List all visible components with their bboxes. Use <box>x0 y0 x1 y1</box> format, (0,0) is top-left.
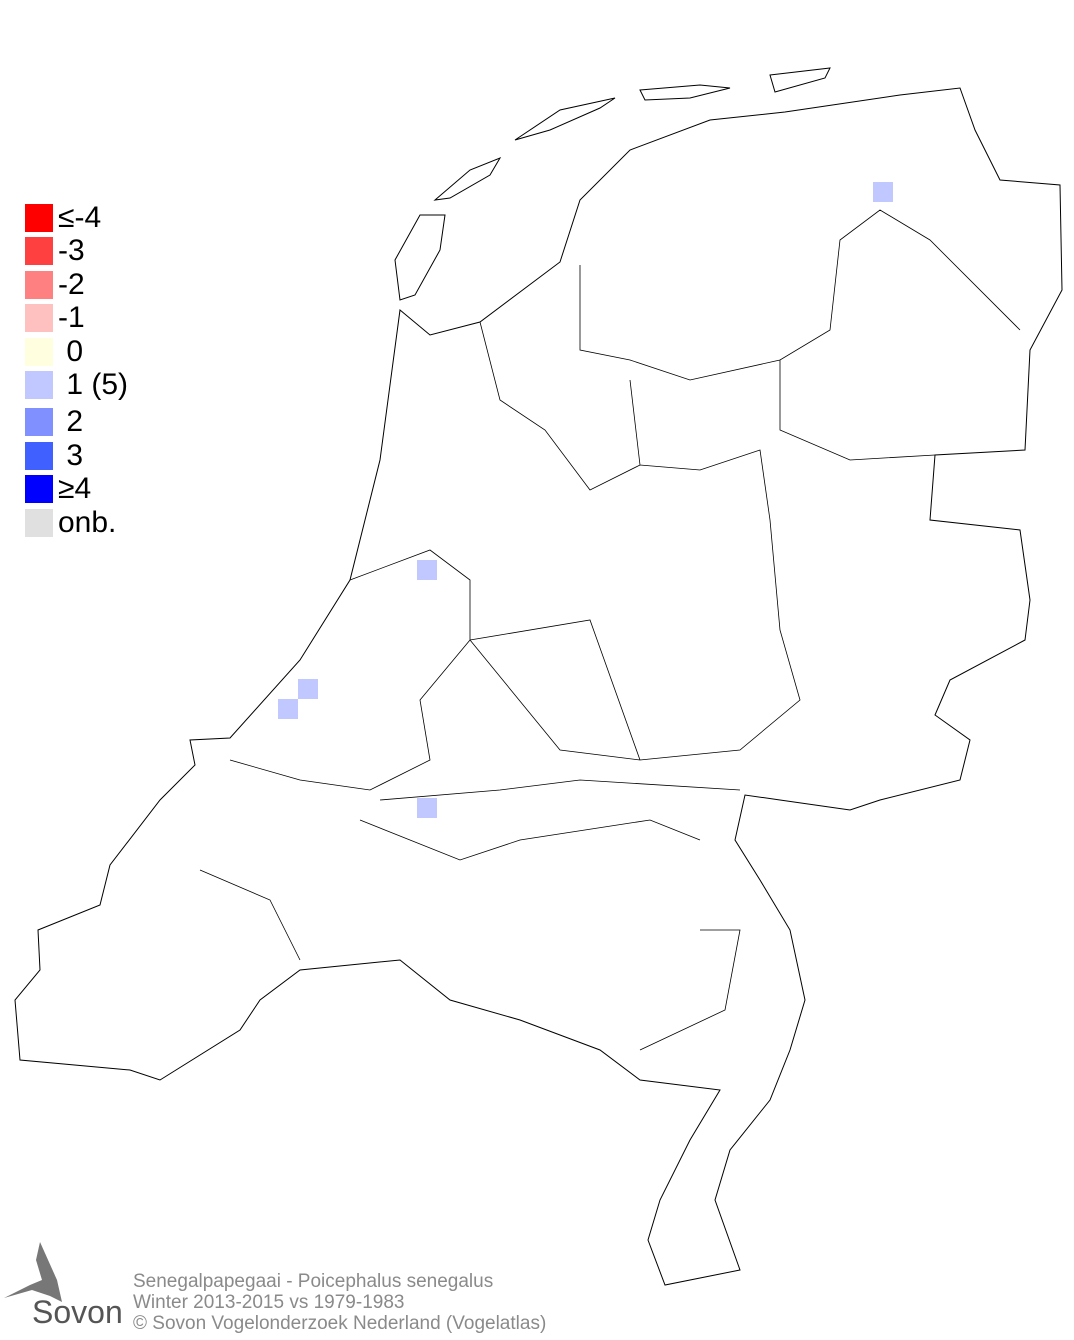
legend-swatch <box>25 408 53 437</box>
grid-cell-groningen <box>873 182 893 202</box>
legend-label: -3 <box>58 234 85 268</box>
legend-label: -2 <box>58 267 85 301</box>
island-terschelling <box>514 97 616 141</box>
legend-label: ≥4 <box>58 472 92 506</box>
island-schiermonnikoog <box>769 67 831 93</box>
legend-swatch <box>25 204 53 232</box>
grid-cell-dordrecht <box>417 798 437 818</box>
grid-cell-den-haag <box>298 679 318 699</box>
island-vlieland <box>433 156 502 201</box>
legend-swatch <box>25 337 53 366</box>
copyright: © Sovon Vogelonderzoek Nederland (Vogela… <box>133 1313 547 1334</box>
legend-label: onb. <box>58 505 117 539</box>
legend-swatch <box>25 370 53 399</box>
species-title: Senegalpapegaai - Poicephalus senegalus <box>133 1271 494 1292</box>
legend-label: 1 (5) <box>58 367 129 401</box>
legend-label: ≤-4 <box>58 201 102 234</box>
legend-label: -1 <box>58 301 85 335</box>
legend-label: 0 <box>58 334 84 368</box>
sovon-swallow-logo <box>4 1242 62 1302</box>
legend-swatch <box>25 270 53 299</box>
country-outline <box>14 87 1063 1286</box>
grid-cell-amsterdam <box>417 560 437 580</box>
legend-label: 3 <box>58 438 84 472</box>
legend-swatch <box>25 304 53 333</box>
legend-label: 2 <box>58 405 84 439</box>
legend-swatch <box>25 508 53 537</box>
period-subtitle: Winter 2013-2015 vs 1979-1983 <box>133 1292 405 1313</box>
legend-swatch <box>25 441 53 470</box>
legend-swatch <box>25 237 53 266</box>
island-texel <box>394 214 446 301</box>
sovon-logo-text: Sovon <box>32 1294 123 1330</box>
province-borders <box>199 209 1021 1051</box>
map-caption: Senegalpapegaai - Poicephalus senegalus … <box>133 1271 546 1334</box>
island-ameland <box>639 84 731 101</box>
legend-swatch <box>25 475 53 504</box>
grid-cell-den-haag <box>278 699 298 719</box>
